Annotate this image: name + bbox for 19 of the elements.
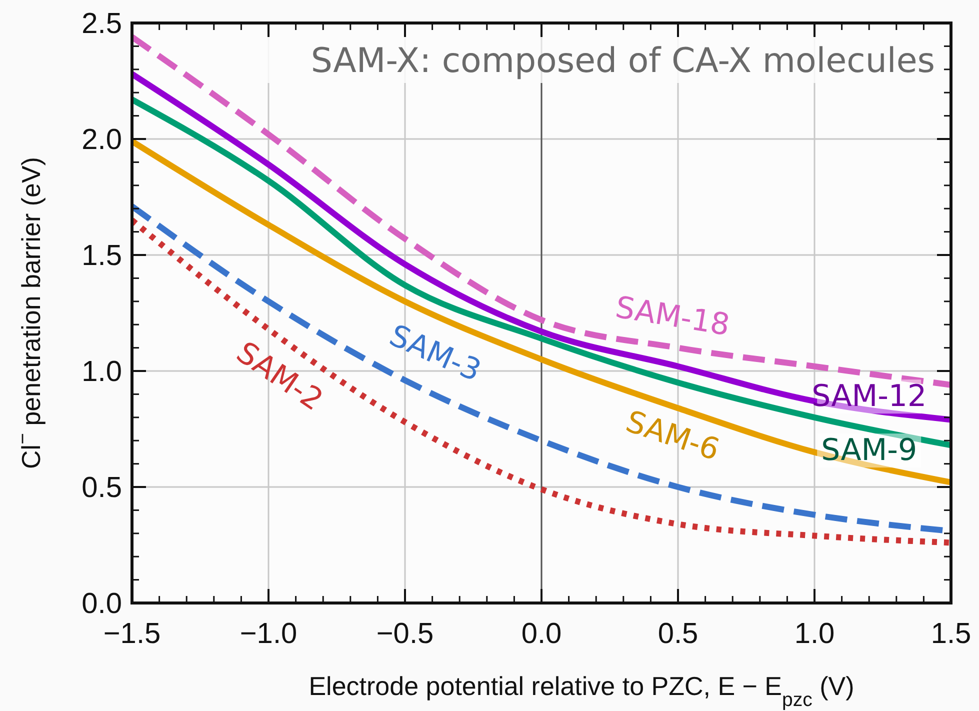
x-tick-label: −1.5 bbox=[103, 618, 161, 650]
x-tick-label: −1.0 bbox=[240, 618, 298, 650]
x-tick-label: 0.0 bbox=[521, 618, 562, 650]
y-tick-label: 0.0 bbox=[82, 588, 122, 620]
y-tick-label: 2.0 bbox=[82, 124, 122, 156]
y-tick-label: 2.5 bbox=[82, 8, 122, 40]
x-tick-label: 0.5 bbox=[658, 618, 698, 650]
y-tick-label: 1.5 bbox=[82, 240, 122, 272]
text: SAM-18 bbox=[612, 290, 732, 344]
series-label: SAM-12 bbox=[812, 379, 927, 414]
series-label: SAM-9 bbox=[821, 433, 918, 468]
y-tick-label: 0.5 bbox=[82, 472, 122, 504]
x-axis-title: Electrode potential relative to PZC, E − E$_{pzc}$ (V) bbox=[308, 671, 854, 711]
y-tick-label: 1.0 bbox=[82, 356, 122, 388]
x-tick-label: 1.5 bbox=[930, 618, 972, 650]
x-tick-label: −0.5 bbox=[376, 618, 434, 650]
annotation: SAM-X: composed of CA-X molecules bbox=[310, 41, 935, 81]
x-tick-label: 1.0 bbox=[794, 618, 835, 650]
text: SAM-6 bbox=[622, 404, 724, 468]
